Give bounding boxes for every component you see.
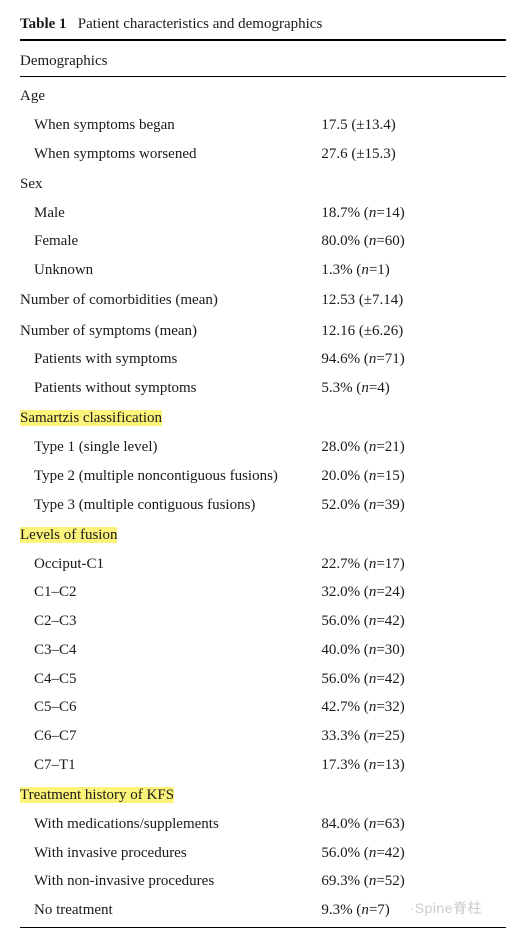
row-value: 5.3% (n=4) — [321, 375, 506, 404]
table-row: Type 2 (multiple noncontiguous fusions)2… — [20, 462, 506, 491]
row-value: 52.0% (n=39) — [321, 491, 506, 520]
table-row: C7–T117.3% (n=13) — [20, 751, 506, 780]
table-row: Patients with symptoms94.6% (n=71) — [20, 346, 506, 375]
table-row: Male18.7% (n=14) — [20, 199, 506, 228]
table-header: Demographics — [20, 51, 506, 77]
table-row: Patients without symptoms5.3% (n=4) — [20, 375, 506, 404]
table-row: With invasive procedures56.0% (n=42) — [20, 839, 506, 868]
table-row: With non-invasive procedures69.3% (n=52) — [20, 868, 506, 897]
row-label: C6–C7 — [20, 723, 321, 752]
row-value: 33.3% (n=25) — [321, 723, 506, 752]
row-value: 1.3% (n=1) — [321, 257, 506, 286]
row-label: C5–C6 — [20, 694, 321, 723]
table-row: Type 3 (multiple contiguous fusions)52.0… — [20, 491, 506, 520]
row-value: 18.7% (n=14) — [321, 199, 506, 228]
row-label: Patients without symptoms — [20, 375, 321, 404]
row-value: 42.7% (n=32) — [321, 694, 506, 723]
row-label: C4–C5 — [20, 665, 321, 694]
demographics-table: AgeWhen symptoms began17.5 (±13.4)When s… — [20, 81, 506, 928]
section-label: Sex — [20, 169, 321, 199]
section-value — [321, 403, 506, 433]
table-number: Table 1 — [20, 16, 67, 32]
table-row: Female80.0% (n=60) — [20, 228, 506, 257]
row-label: C7–T1 — [20, 751, 321, 780]
section-label: Number of symptoms (mean) — [20, 316, 321, 346]
row-label: With invasive procedures — [20, 839, 321, 868]
table-row: Occiput-C122.7% (n=17) — [20, 550, 506, 579]
section-label: Levels of fusion — [20, 520, 321, 550]
row-value: 56.0% (n=42) — [321, 665, 506, 694]
table-row: Unknown1.3% (n=1) — [20, 257, 506, 286]
section-value: 12.16 (±6.26) — [321, 316, 506, 346]
row-value: 17.3% (n=13) — [321, 751, 506, 780]
section-label: Number of comorbidities (mean) — [20, 285, 321, 315]
row-value: 27.6 (±15.3) — [321, 140, 506, 169]
table-row: C1–C232.0% (n=24) — [20, 579, 506, 608]
row-label: Female — [20, 228, 321, 257]
row-value: 69.3% (n=52) — [321, 868, 506, 897]
row-value: 17.5 (±13.4) — [321, 111, 506, 140]
section-label: Treatment history of KFS — [20, 780, 321, 810]
row-value: 56.0% (n=42) — [321, 839, 506, 868]
row-value: 9.3% (n=7) — [321, 897, 506, 928]
section-value — [321, 81, 506, 111]
row-value: 40.0% (n=30) — [321, 636, 506, 665]
row-label: Male — [20, 199, 321, 228]
row-label: C2–C3 — [20, 608, 321, 637]
row-label: Type 3 (multiple contiguous fusions) — [20, 491, 321, 520]
row-label: When symptoms began — [20, 111, 321, 140]
section-label: Samartzis classification — [20, 403, 321, 433]
row-label: Occiput-C1 — [20, 550, 321, 579]
row-value: 22.7% (n=17) — [321, 550, 506, 579]
section-label: Age — [20, 81, 321, 111]
section-value — [321, 520, 506, 550]
section-value — [321, 169, 506, 199]
row-label: When symptoms worsened — [20, 140, 321, 169]
row-value: 32.0% (n=24) — [321, 579, 506, 608]
table-row: C6–C733.3% (n=25) — [20, 723, 506, 752]
row-value: 80.0% (n=60) — [321, 228, 506, 257]
row-label: Type 1 (single level) — [20, 434, 321, 463]
row-label: Patients with symptoms — [20, 346, 321, 375]
table-row: C4–C556.0% (n=42) — [20, 665, 506, 694]
row-label: No treatment — [20, 897, 321, 928]
row-value: 84.0% (n=63) — [321, 810, 506, 839]
row-label: Type 2 (multiple noncontiguous fusions) — [20, 462, 321, 491]
table-row: Type 1 (single level)28.0% (n=21) — [20, 434, 506, 463]
table-row: No treatment9.3% (n=7) — [20, 897, 506, 928]
row-label: With non-invasive procedures — [20, 868, 321, 897]
row-value: 20.0% (n=15) — [321, 462, 506, 491]
table-title: Table 1 Patient characteristics and demo… — [20, 16, 506, 41]
table-row: When symptoms worsened27.6 (±15.3) — [20, 140, 506, 169]
table-row: C5–C642.7% (n=32) — [20, 694, 506, 723]
row-label: With medications/supplements — [20, 810, 321, 839]
row-value: 56.0% (n=42) — [321, 608, 506, 637]
table-row: C2–C356.0% (n=42) — [20, 608, 506, 637]
section-value — [321, 780, 506, 810]
table-row: C3–C440.0% (n=30) — [20, 636, 506, 665]
row-label: Unknown — [20, 257, 321, 286]
table-row: With medications/supplements84.0% (n=63) — [20, 810, 506, 839]
row-label: C3–C4 — [20, 636, 321, 665]
row-value: 94.6% (n=71) — [321, 346, 506, 375]
section-value: 12.53 (±7.14) — [321, 285, 506, 315]
table-caption: Patient characteristics and demographics — [78, 16, 323, 32]
table-row: When symptoms began17.5 (±13.4) — [20, 111, 506, 140]
row-label: C1–C2 — [20, 579, 321, 608]
row-value: 28.0% (n=21) — [321, 434, 506, 463]
